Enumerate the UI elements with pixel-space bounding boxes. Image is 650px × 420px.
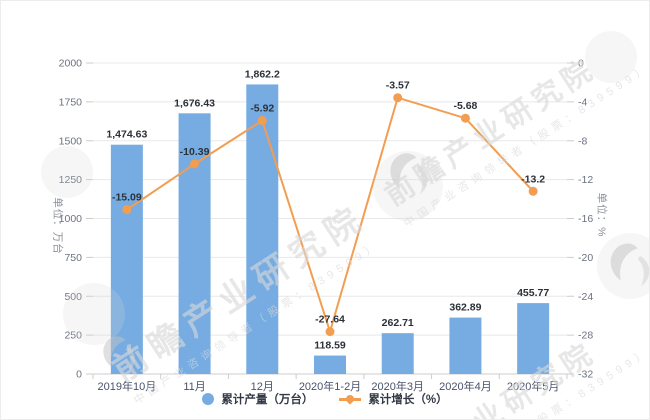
right-axis-title: 单位：%	[595, 192, 608, 238]
bar-value-label: 455.77	[517, 287, 549, 299]
line-point-12月[interactable]	[257, 116, 267, 126]
line-value-label: -27.64	[315, 314, 345, 326]
x-axis-category-label: 2020年1-2月	[299, 379, 361, 393]
left-axis-tick-label: 2000	[59, 58, 83, 70]
line-series-marker-icon	[339, 393, 362, 405]
right-axis-tick-label: -20	[578, 252, 593, 264]
left-axis-title: 单位：万台	[51, 197, 64, 255]
right-axis-tick-label: -28	[578, 330, 593, 342]
x-axis-category-label: 11月	[183, 381, 205, 393]
left-axis-tick-label: 250	[64, 330, 82, 342]
x-axis-category-label: 2020年4月	[439, 379, 492, 393]
line-point-2020年1-2月[interactable]	[325, 327, 335, 337]
line-point-2020年5月[interactable]	[528, 186, 538, 196]
x-axis-category-label: 12月	[251, 381, 274, 393]
x-axis-category-label: 2020年3月	[371, 379, 424, 393]
line-point-11月[interactable]	[190, 159, 200, 169]
right-axis-tick-label: 0	[578, 58, 584, 70]
bar-value-label: 1,676.43	[174, 97, 215, 109]
line-value-label: -10.39	[180, 146, 210, 158]
line-value-label: -5.92	[250, 103, 274, 115]
bar-2020年5月[interactable]	[517, 303, 550, 374]
bar-2019年10月[interactable]	[110, 144, 143, 374]
right-axis-tick-label: -12	[578, 174, 593, 186]
legend-label-production: 累计产量（万台）	[221, 394, 314, 406]
legend: 累计产量（万台） 累计增长（%）	[1, 391, 649, 407]
line-value-label: -3.57	[386, 80, 410, 92]
line-value-label: -15.09	[112, 192, 142, 204]
left-axis-tick-label: 1000	[59, 213, 83, 225]
bar-value-label: 262.71	[382, 317, 414, 329]
bar-value-label: 362.89	[449, 302, 481, 314]
line-point-2020年3月[interactable]	[393, 93, 403, 103]
left-axis-tick-label: 750	[64, 252, 82, 264]
x-axis-category-label: 2019年10月	[97, 379, 156, 393]
left-axis-tick-label: 0	[76, 369, 82, 381]
bar-value-label: 1,862.2	[245, 68, 280, 80]
line-value-label: -5.68	[453, 100, 477, 112]
bar-series-marker-icon	[202, 393, 215, 405]
bar-12月[interactable]	[246, 84, 279, 374]
line-value-label: -13.2	[521, 173, 545, 185]
right-axis-tick-label: -24	[578, 291, 593, 303]
bar-value-label: 118.59	[314, 340, 346, 352]
bar-2020年4月[interactable]	[449, 317, 482, 374]
line-point-2020年4月[interactable]	[460, 113, 470, 123]
left-axis-tick-label: 1500	[59, 135, 83, 147]
bar-2020年1-2月[interactable]	[314, 355, 346, 374]
right-axis-tick-label: -16	[578, 213, 593, 225]
right-axis-tick-label: -32	[578, 369, 593, 381]
legend-label-growth: 累计增长（%）	[368, 394, 448, 406]
bar-value-label: 1,474.63	[106, 129, 147, 141]
right-axis-tick-label: -4	[578, 96, 587, 108]
left-axis-tick-label: 500	[64, 291, 82, 303]
bar-2020年3月[interactable]	[381, 333, 414, 374]
left-axis-tick-label: 1250	[59, 174, 83, 186]
line-point-2019年10月[interactable]	[122, 205, 132, 215]
left-axis-tick-label: 1750	[59, 96, 83, 108]
legend-item-cumulative-growth[interactable]: 累计增长（%）	[339, 391, 448, 407]
legend-item-cumulative-production[interactable]: 累计产量（万台）	[202, 391, 313, 407]
right-axis-tick-label: -8	[578, 135, 587, 147]
x-axis-category-label: 2020年5月	[507, 379, 560, 393]
